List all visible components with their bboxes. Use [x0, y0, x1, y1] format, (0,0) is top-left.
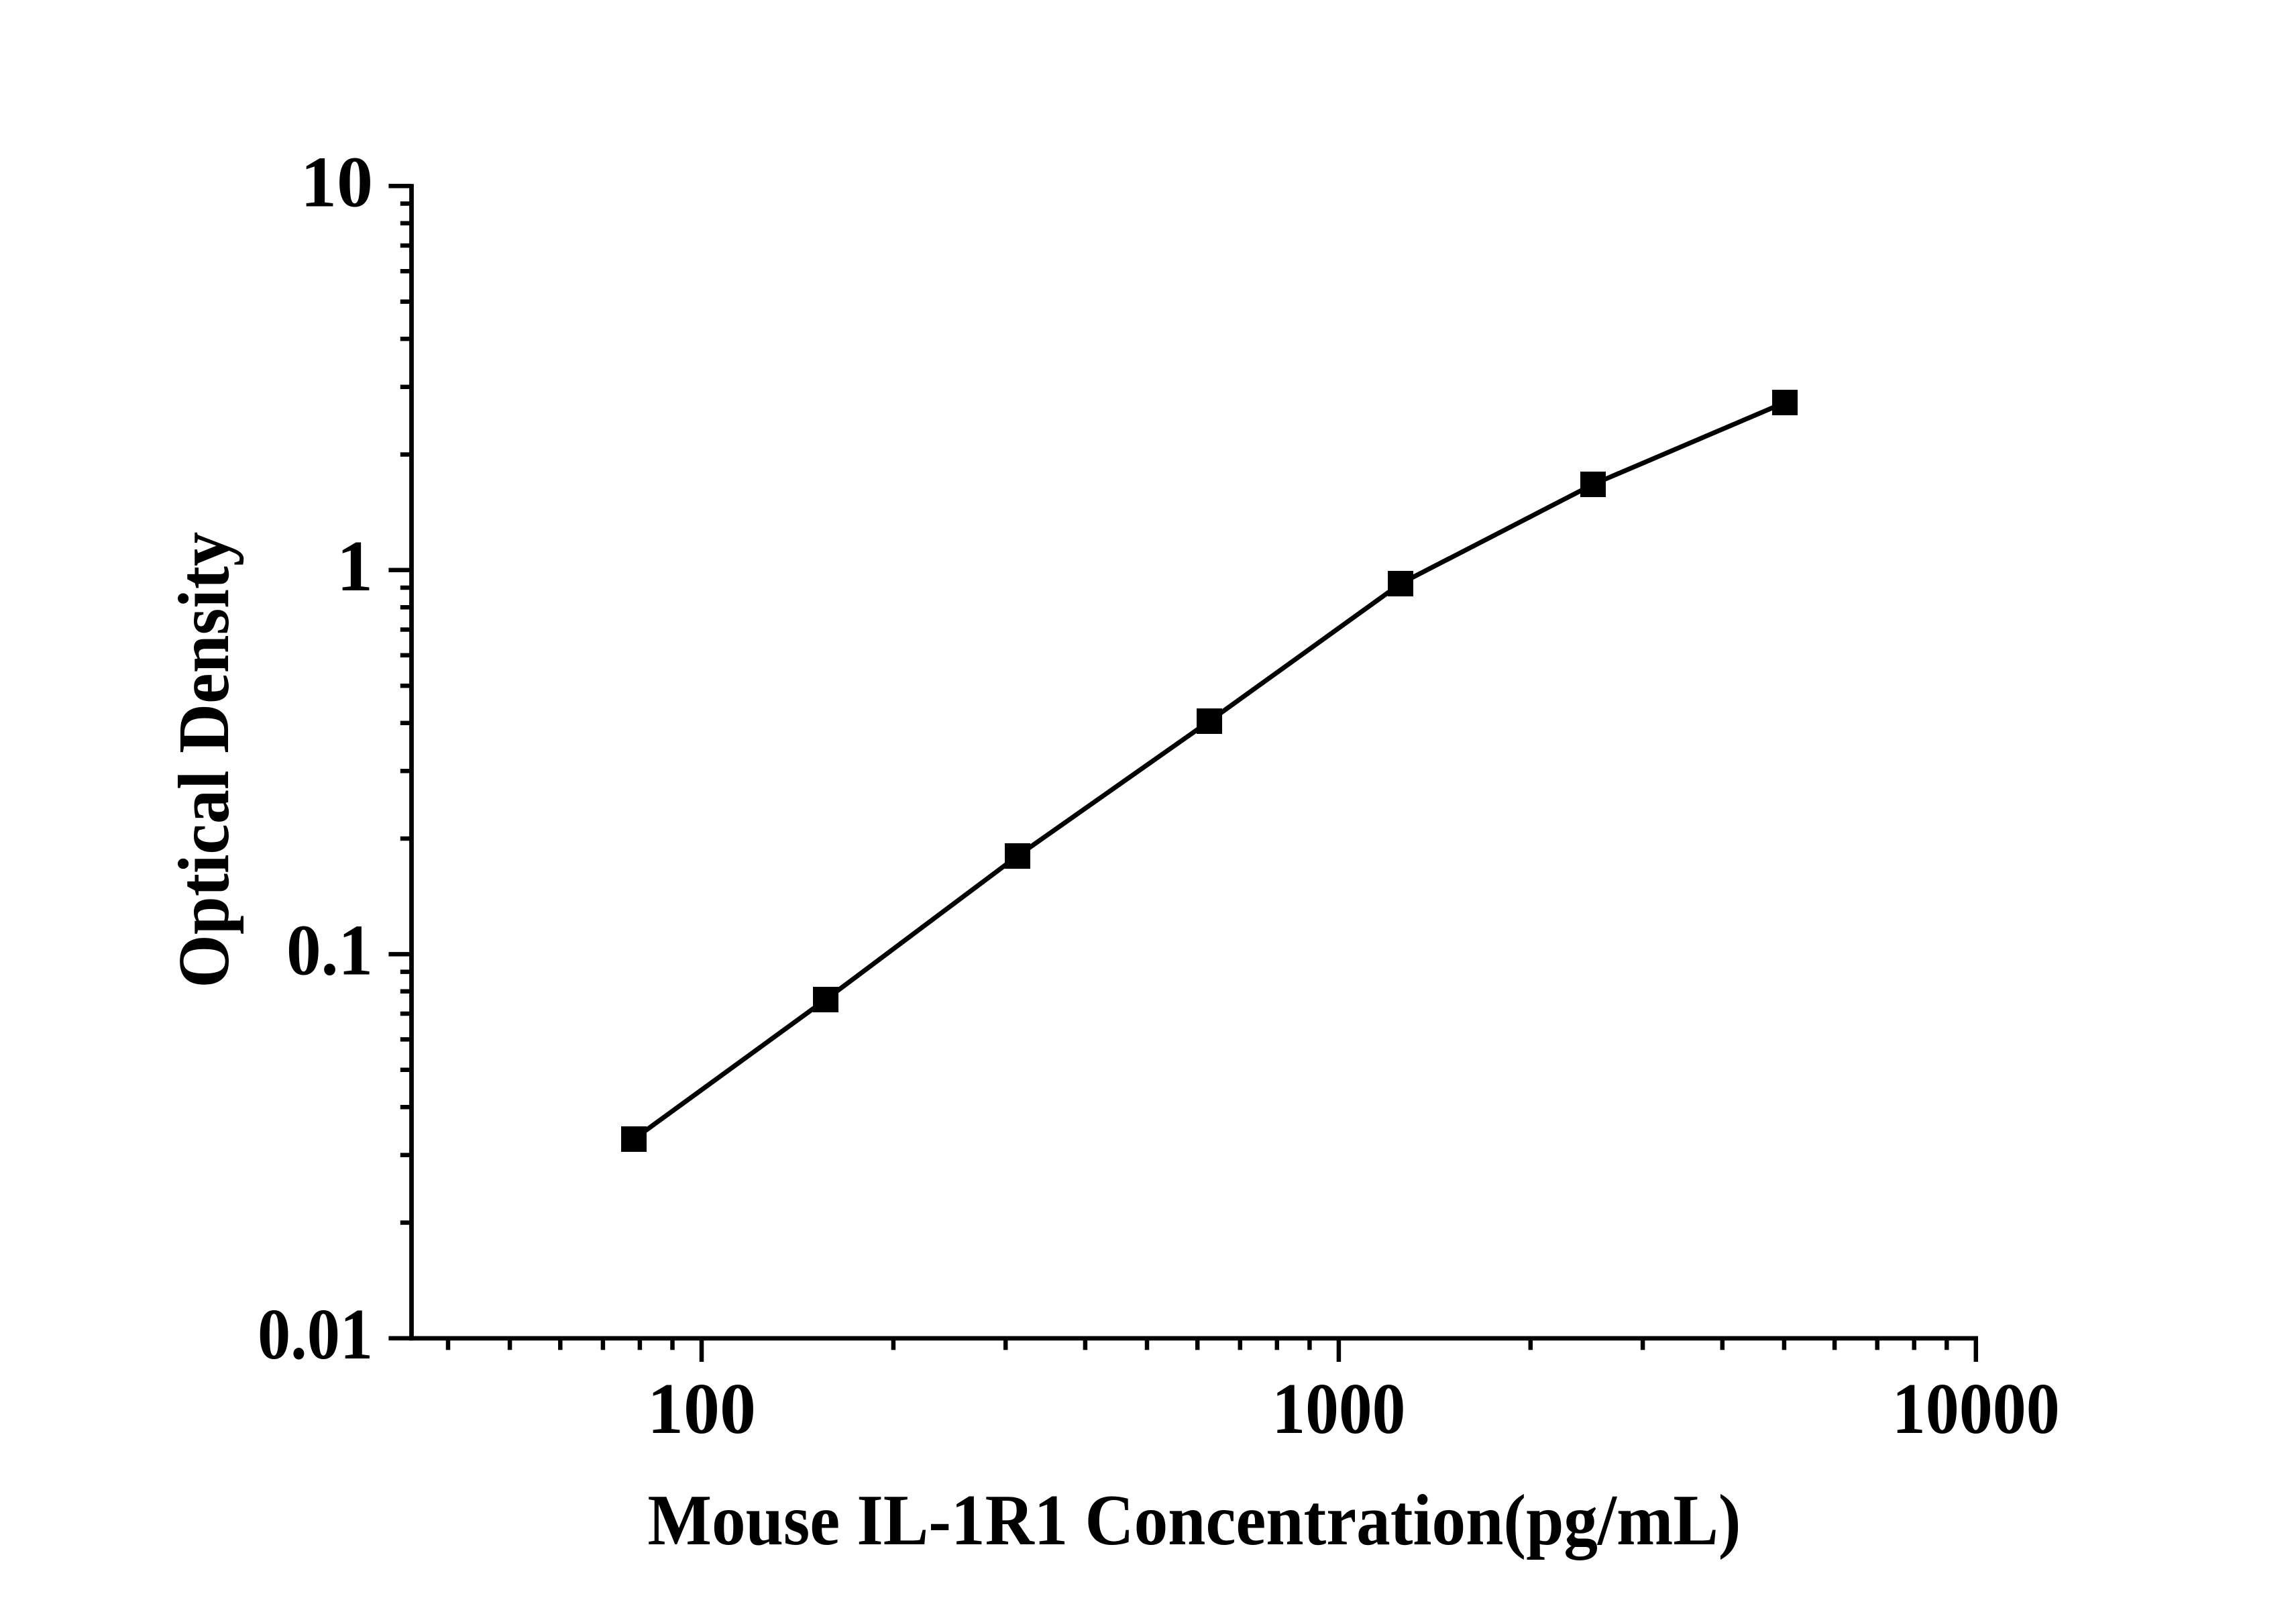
svg-text:Mouse IL-1R1 Concentration(pg/: Mouse IL-1R1 Concentration(pg/mL) — [648, 1481, 1741, 1560]
svg-text:0.01: 0.01 — [258, 1295, 373, 1375]
svg-text:1000: 1000 — [1272, 1369, 1405, 1449]
svg-text:1: 1 — [337, 527, 373, 606]
svg-text:Optical Density: Optical Density — [164, 532, 244, 988]
svg-text:10000: 10000 — [1892, 1369, 2060, 1449]
svg-text:100: 100 — [647, 1369, 756, 1449]
svg-text:10: 10 — [300, 142, 373, 222]
svg-text:0.1: 0.1 — [286, 910, 373, 990]
